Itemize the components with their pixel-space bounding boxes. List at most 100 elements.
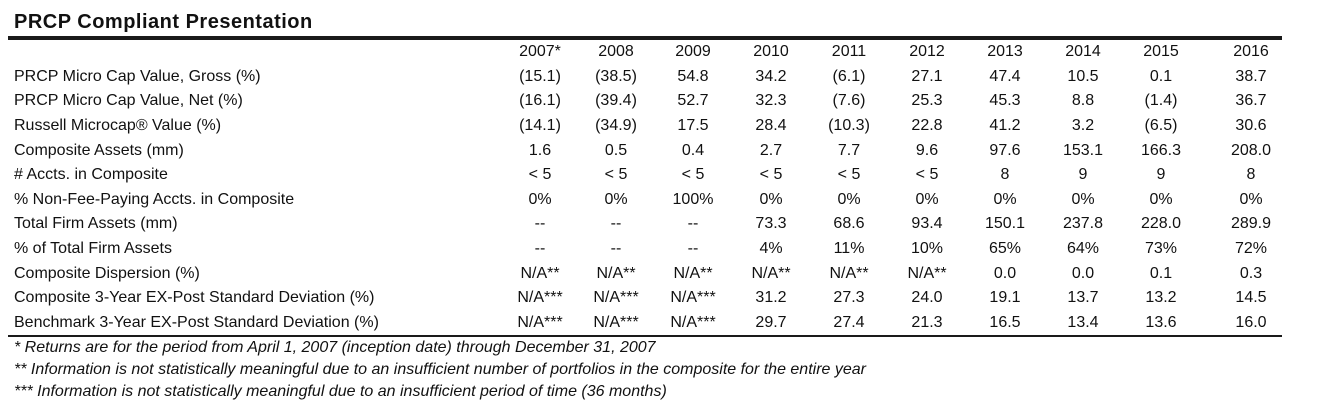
table-cell: (16.1) bbox=[519, 92, 561, 110]
table-cell: 228.0 bbox=[1140, 215, 1182, 233]
table-cell: N/A** bbox=[907, 264, 947, 282]
table-cell: 0% bbox=[915, 190, 939, 208]
table-cell: < 5 bbox=[759, 166, 783, 184]
table-cell: -- bbox=[610, 215, 622, 233]
table-cell: 8 bbox=[1246, 166, 1256, 184]
table-cell: (6.1) bbox=[832, 67, 866, 85]
table-body: PRCP Micro Cap Value, Gross (%) (15.1) (38… bbox=[8, 65, 1302, 336]
table-cell: 34.2 bbox=[755, 67, 787, 85]
year-header: 2013 bbox=[987, 43, 1023, 61]
table-cell: 237.8 bbox=[1062, 215, 1104, 233]
table-row: % of Total Firm Assets -- -- -- 4% 11% 10% 65% 6… bbox=[8, 237, 1302, 262]
presentation-container: PRCP Compliant Presentation 2007* 2008 2… bbox=[8, 8, 1282, 403]
performance-table: 2007* 2008 2009 2010 2011 2012 2013 2014… bbox=[8, 40, 1302, 335]
footnote: * Returns are for the period from April … bbox=[14, 339, 656, 357]
table-cell: 32.3 bbox=[755, 92, 787, 110]
year-header: 2008 bbox=[598, 43, 634, 61]
header-row: 2007* 2008 2009 2010 2011 2012 2013 2014… bbox=[8, 40, 1302, 65]
table-cell: N/A** bbox=[829, 264, 869, 282]
table-cell: < 5 bbox=[528, 166, 552, 184]
table-cell: 64% bbox=[1066, 240, 1100, 258]
table-cell: N/A** bbox=[751, 264, 791, 282]
year-header: 2009 bbox=[675, 43, 711, 61]
row-label: PRCP Micro Cap Value, Gross (%) bbox=[14, 67, 261, 85]
table-cell: (15.1) bbox=[519, 67, 561, 85]
page-title: PRCP Compliant Presentation bbox=[14, 11, 313, 33]
table-cell: (38.5) bbox=[595, 67, 637, 85]
table-cell: -- bbox=[687, 240, 699, 258]
table-cell: 31.2 bbox=[755, 289, 787, 307]
row-label: % Non-Fee-Paying Accts. in Composite bbox=[14, 190, 295, 208]
table-cell: -- bbox=[687, 215, 699, 233]
table-cell: 41.2 bbox=[989, 117, 1021, 135]
table-cell: 13.2 bbox=[1145, 289, 1177, 307]
table-cell: 3.2 bbox=[1071, 117, 1095, 135]
table-cell: 0% bbox=[993, 190, 1017, 208]
table-row: Benchmark 3-Year EX-Post Standard Deviat… bbox=[8, 311, 1302, 336]
table-cell: 97.6 bbox=[989, 141, 1021, 159]
table-cell: (1.4) bbox=[1144, 92, 1178, 110]
row-label: Russell Microcap® Value (%) bbox=[14, 117, 222, 135]
year-header: 2016 bbox=[1233, 43, 1269, 61]
table-cell: N/A*** bbox=[670, 289, 716, 307]
table-cell: 14.5 bbox=[1235, 289, 1267, 307]
table-cell: 8.8 bbox=[1071, 92, 1095, 110]
row-label: # Accts. in Composite bbox=[14, 166, 168, 184]
row-label: Benchmark 3-Year EX-Post Standard Deviat… bbox=[14, 313, 379, 331]
table-cell: 28.4 bbox=[755, 117, 787, 135]
footnote: ** Information is not statistically mean… bbox=[14, 361, 866, 379]
table-row: Total Firm Assets (mm) -- -- -- 73.3 68.6 93.4… bbox=[8, 212, 1302, 237]
table-row: % Non-Fee-Paying Accts. in Composite 0% 0%… bbox=[8, 188, 1302, 213]
table-cell: 2.7 bbox=[759, 141, 783, 159]
table-cell: 4% bbox=[759, 240, 783, 258]
table-cell: N/A*** bbox=[517, 289, 563, 307]
table-cell: N/A*** bbox=[670, 313, 716, 331]
table-cell: 22.8 bbox=[911, 117, 943, 135]
table-cell: 0.5 bbox=[604, 141, 628, 159]
table-cell: 54.8 bbox=[677, 67, 709, 85]
table-cell: 27.3 bbox=[833, 289, 865, 307]
table-cell: 0% bbox=[604, 190, 628, 208]
row-label: Total Firm Assets (mm) bbox=[14, 215, 178, 233]
table-cell: < 5 bbox=[681, 166, 705, 184]
table-cell: 1.6 bbox=[528, 141, 552, 159]
year-header: 2007* bbox=[519, 43, 561, 61]
table-cell: < 5 bbox=[837, 166, 861, 184]
table-cell: 72% bbox=[1234, 240, 1268, 258]
table-cell: 73.3 bbox=[755, 215, 787, 233]
table-cell: 29.7 bbox=[755, 313, 787, 331]
table-cell: 0.4 bbox=[681, 141, 705, 159]
table-cell: (6.5) bbox=[1144, 117, 1178, 135]
table-cell: -- bbox=[534, 215, 546, 233]
table-cell: 9 bbox=[1156, 166, 1166, 184]
table-cell: 17.5 bbox=[677, 117, 709, 135]
table-cell: N/A** bbox=[520, 264, 560, 282]
table-cell: 52.7 bbox=[677, 92, 709, 110]
table-cell: 9.6 bbox=[915, 141, 939, 159]
table-cell: 36.7 bbox=[1235, 92, 1267, 110]
table-cell: 13.7 bbox=[1067, 289, 1099, 307]
table-cell: 0.3 bbox=[1239, 264, 1263, 282]
table-cell: < 5 bbox=[915, 166, 939, 184]
table-cell: 289.9 bbox=[1230, 215, 1272, 233]
table-cell: N/A*** bbox=[593, 289, 639, 307]
table-cell: 47.4 bbox=[989, 67, 1021, 85]
table-cell: 100% bbox=[672, 190, 714, 208]
table-row: Composite Assets (mm) 1.6 0.5 0.4 2.7 7.7 9.6 9… bbox=[8, 138, 1302, 163]
table-row: PRCP Micro Cap Value, Gross (%) (15.1) (38… bbox=[8, 65, 1302, 90]
top-divider bbox=[8, 36, 1282, 40]
table-cell: 166.3 bbox=[1140, 141, 1182, 159]
table-cell: N/A** bbox=[596, 264, 636, 282]
row-label: Composite 3-Year EX-Post Standard Deviat… bbox=[14, 289, 375, 307]
table-cell: 16.5 bbox=[989, 313, 1021, 331]
table-cell: 11% bbox=[833, 240, 865, 258]
table-cell: 10.5 bbox=[1067, 67, 1099, 85]
table-cell: N/A*** bbox=[517, 313, 563, 331]
table-cell: 24.0 bbox=[911, 289, 943, 307]
year-header: 2010 bbox=[753, 43, 789, 61]
table-cell: 0.1 bbox=[1149, 67, 1173, 85]
table-cell: 45.3 bbox=[989, 92, 1021, 110]
table-cell: 0% bbox=[1149, 190, 1173, 208]
bottom-divider bbox=[8, 335, 1282, 338]
table-cell: < 5 bbox=[604, 166, 628, 184]
